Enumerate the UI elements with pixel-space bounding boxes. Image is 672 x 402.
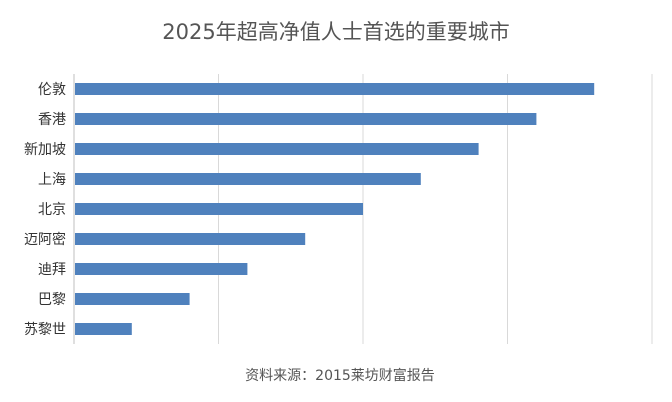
category-label: 苏黎世 — [24, 322, 66, 338]
bar — [75, 83, 595, 95]
category-label: 新加坡 — [24, 142, 66, 158]
category-label: 巴黎 — [38, 292, 66, 308]
bar — [75, 323, 132, 335]
bar — [75, 203, 363, 215]
bar — [75, 233, 306, 245]
bar — [75, 263, 248, 275]
category-label: 伦敦 — [38, 82, 66, 98]
source-note: 资料来源：2015莱坊财富报告 — [245, 367, 435, 384]
category-label: 迪拜 — [38, 262, 66, 278]
bar — [75, 143, 479, 155]
category-label: 香港 — [38, 112, 66, 128]
bar — [75, 173, 421, 185]
bar — [75, 113, 537, 125]
category-label: 上海 — [38, 172, 66, 188]
category-label: 迈阿密 — [24, 231, 66, 248]
chart-title: 2025年超高净值人士首选的重要城市 — [162, 20, 509, 44]
bar — [75, 293, 190, 305]
category-label: 北京 — [38, 202, 66, 218]
bars — [75, 83, 595, 335]
